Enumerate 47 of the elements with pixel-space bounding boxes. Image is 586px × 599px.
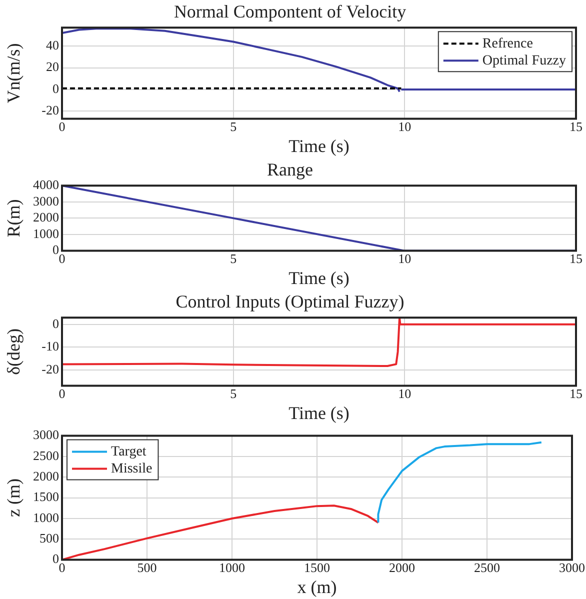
- y-tick-label: 500: [40, 530, 59, 546]
- chart-title: Range: [267, 160, 314, 180]
- y-tick-label: 0: [52, 316, 59, 331]
- x-axis-title: x (m): [297, 576, 337, 597]
- y-axis-title: δ(deg): [4, 328, 24, 375]
- x-axis-title: Time (s): [288, 136, 350, 156]
- y-tick-label: 2000: [33, 210, 59, 225]
- x-tick-label: 15: [570, 251, 582, 266]
- legend-label: Refrence: [482, 36, 533, 52]
- legend-label: Target: [111, 444, 146, 460]
- x-axis-title: Time (s): [288, 402, 350, 423]
- y-tick-label: 3000: [33, 427, 59, 442]
- y-axis-title: z (m): [4, 478, 24, 518]
- y-tick-label: 1000: [33, 510, 59, 525]
- x-tick-label: 5: [230, 251, 237, 266]
- x-tick-label: 2500: [474, 560, 500, 576]
- x-tick-label: 15: [570, 386, 582, 402]
- y-tick-label: 1000: [33, 226, 59, 241]
- y-tick-label: 3000: [33, 193, 59, 208]
- legend-label: Missile: [111, 461, 152, 476]
- y-tick-label: 2500: [33, 448, 59, 463]
- x-tick-label: 1500: [304, 560, 330, 576]
- y-tick-label: 40: [46, 37, 59, 52]
- y-tick-label: -20: [42, 102, 59, 118]
- y-axis-title: Vn(m/s): [4, 43, 24, 104]
- x-tick-label: 2000: [389, 560, 415, 576]
- x-tick-label: 500: [137, 560, 157, 576]
- y-axis-title: R(m): [4, 199, 24, 238]
- y-tick-label: 2000: [33, 468, 59, 484]
- x-tick-label: 10: [398, 251, 412, 266]
- x-tick-label: 10: [398, 119, 412, 134]
- y-tick-label: 0: [52, 80, 59, 96]
- x-tick-label: 1000: [219, 560, 245, 576]
- x-tick-label: 5: [230, 386, 237, 402]
- x-axis-title: Time (s): [288, 268, 350, 288]
- x-tick-label: 10: [398, 386, 412, 402]
- y-tick-label: 1500: [33, 489, 59, 504]
- chart-title: Normal Compontent of Velocity: [174, 2, 406, 22]
- y-tick-label: -20: [42, 361, 59, 376]
- x-tick-label: 3000: [559, 560, 585, 576]
- legend-label: Optimal Fuzzy: [482, 53, 566, 68]
- chart-title: Control Inputs (Optimal Fuzzy): [176, 292, 404, 312]
- x-tick-label: 15: [570, 119, 582, 134]
- y-tick-label: 4000: [33, 177, 59, 192]
- y-tick-label: -10: [42, 338, 59, 354]
- x-tick-label: 5: [230, 119, 237, 134]
- y-tick-label: 20: [46, 59, 59, 74]
